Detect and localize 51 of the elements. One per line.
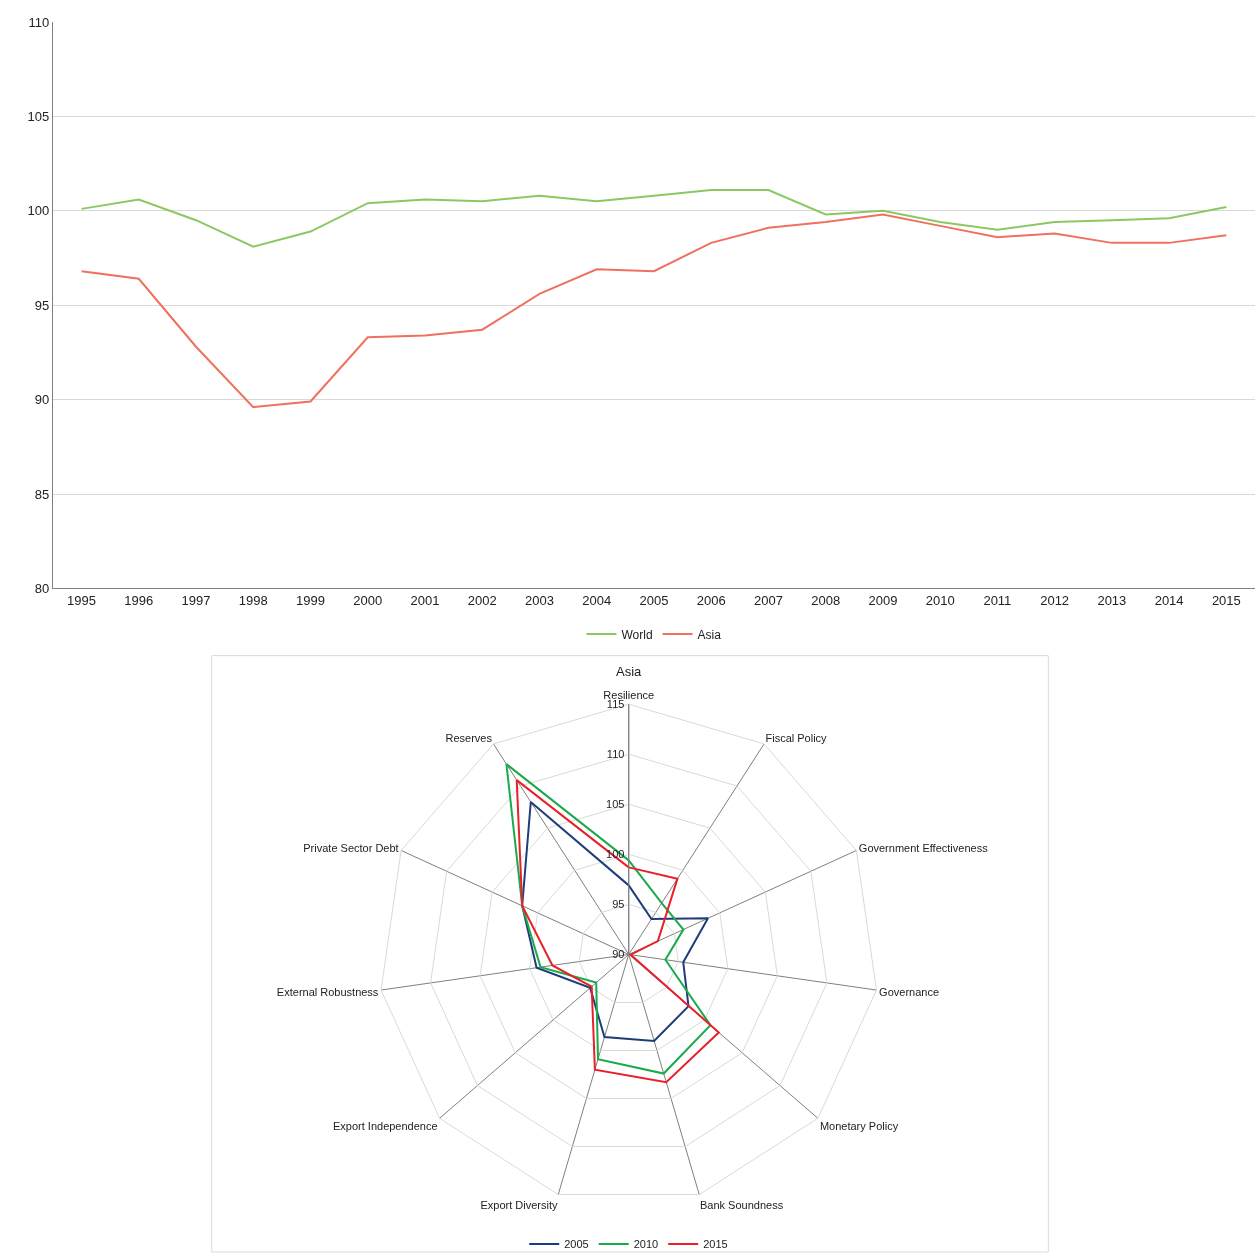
y-tick-label: 80 <box>34 580 50 596</box>
line-series <box>80 213 1228 409</box>
spoke-label: Private Sector Debt <box>303 841 399 854</box>
y-tick-label: 100 <box>27 203 50 219</box>
x-tick-label: 1999 <box>296 593 325 609</box>
x-tick-label: 2009 <box>868 593 898 609</box>
y-tick-label: 95 <box>34 297 50 313</box>
y-tick-label: 105 <box>606 797 625 810</box>
line-series <box>80 188 1228 248</box>
legend-label: World <box>621 627 653 642</box>
x-tick-label: 2005 <box>639 593 669 609</box>
x-tick-label: 2000 <box>353 593 383 609</box>
spoke-label: Monetary Policy <box>819 1120 899 1133</box>
x-tick-label: 2008 <box>811 593 841 609</box>
legend-label: 2005 <box>564 1238 589 1251</box>
spoke-label: Bank Soundness <box>700 1198 784 1211</box>
y-tick-label: 95 <box>612 897 625 910</box>
spoke-label: Fiscal Policy <box>765 731 828 744</box>
chart-title: Asia <box>616 664 643 679</box>
legend-label: Asia <box>697 627 722 642</box>
spoke-label: External Robustness <box>276 985 379 998</box>
x-tick-label: 2002 <box>467 593 497 609</box>
x-tick-label: 1995 <box>67 593 96 609</box>
spoke-label: Government Effectiveness <box>858 841 989 854</box>
spoke-label: Governance <box>879 985 940 998</box>
x-tick-label: 2015 <box>1211 593 1241 609</box>
x-tick-label: 2011 <box>983 593 1012 609</box>
x-tick-label: 1997 <box>181 593 211 609</box>
x-tick-label: 1998 <box>238 593 268 609</box>
spoke-label: Reserves <box>445 731 493 744</box>
spoke-label: Resilience <box>603 689 655 702</box>
x-tick-label: 2003 <box>525 593 554 609</box>
x-tick-label: 2006 <box>696 593 726 609</box>
x-tick-label: 2013 <box>1097 593 1127 609</box>
spoke-label: Export Independence <box>332 1120 438 1133</box>
x-tick-label: 2010 <box>925 593 955 609</box>
y-tick-label: 110 <box>28 14 50 30</box>
x-tick-label: 2012 <box>1040 593 1070 609</box>
x-tick-label: 1996 <box>124 593 154 609</box>
y-tick-label: 85 <box>34 486 50 502</box>
y-tick-label: 105 <box>27 108 50 124</box>
legend-label: 2010 <box>633 1238 659 1251</box>
x-tick-label: 2014 <box>1154 593 1184 609</box>
y-tick-label: 90 <box>612 948 625 961</box>
x-tick-label: 2007 <box>753 593 783 609</box>
y-tick-label: 90 <box>34 392 50 408</box>
legend-label: 2015 <box>703 1238 728 1251</box>
y-tick-label: 110 <box>606 747 625 760</box>
x-tick-label: 2001 <box>410 593 440 609</box>
spoke-label: Export Diversity <box>480 1198 558 1211</box>
x-tick-label: 2004 <box>582 593 612 609</box>
